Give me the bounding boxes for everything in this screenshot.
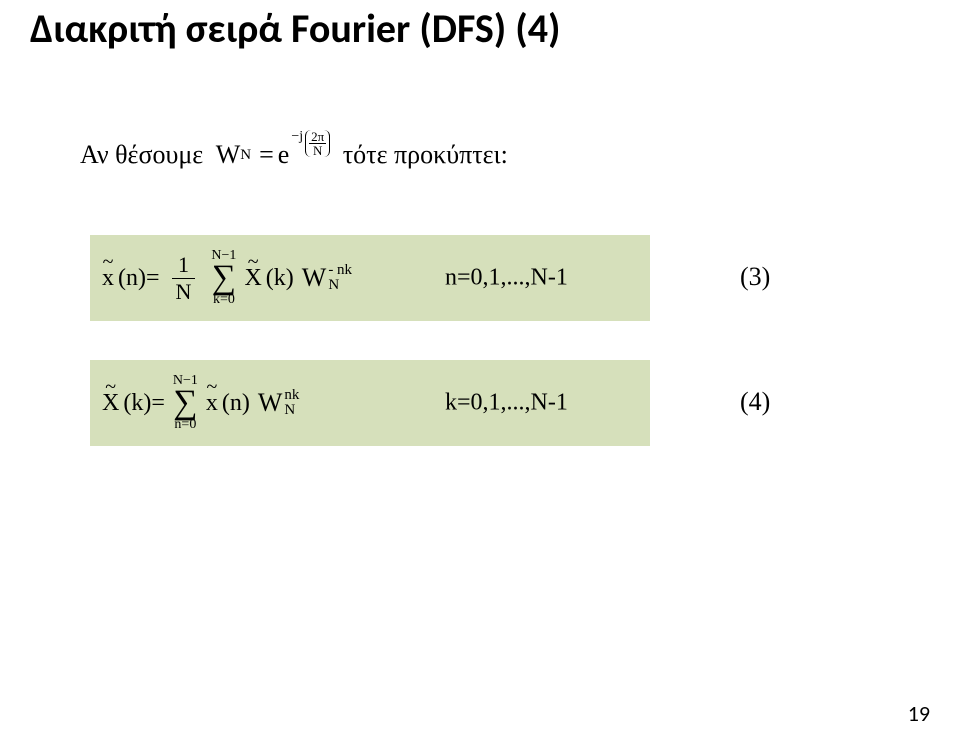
- eq4-w-letter: W: [258, 388, 283, 418]
- eq3-lhs-var: x: [102, 265, 114, 292]
- eq4-range: k=0,1,...,N-1: [445, 390, 568, 417]
- intro-line: Αν θέσουμε W N = e −j 2π N τότε προκύπτε…: [80, 140, 508, 170]
- eq3-range: n=0,1,...,N-1: [445, 265, 568, 292]
- exponent: −j 2π N: [291, 130, 330, 157]
- eq3-w-sup: - nk: [328, 263, 352, 278]
- eq4-sum-var: x: [206, 390, 218, 417]
- eq3-wn: W - nk N: [302, 263, 352, 293]
- eq4-sigma: N−1 ∑ n=0: [173, 374, 198, 432]
- equals-sign: =: [259, 140, 274, 170]
- eq4-wn: W nk N: [258, 388, 300, 418]
- eq3-sigma-sub: k=0: [213, 293, 235, 307]
- eq3-frac-num: 1: [172, 254, 195, 279]
- wn-definition: W N = e −j 2π N: [216, 140, 330, 170]
- exp-frac-top: 2π: [309, 130, 326, 144]
- slide: Διακριτή σειρά Fourier (DFS) (4) Αν θέσο…: [0, 0, 960, 735]
- sigma-symbol: ∑: [212, 261, 236, 295]
- equation-3-block: x (n)= 1 N N−1 ∑ k=0 X (k) W - nk N n=0,…: [90, 235, 650, 321]
- eq3-frac-den: N: [170, 279, 198, 303]
- eq4-lhs-arg: (k)=: [123, 390, 165, 417]
- intro-prefix: Αν θέσουμε: [80, 140, 210, 169]
- e-letter: e: [278, 140, 290, 170]
- eq3-fraction: 1 N: [170, 254, 198, 303]
- eq4-w-sub: N: [284, 403, 299, 418]
- equation-3-formula: x (n)= 1 N N−1 ∑ k=0 X (k) W - nk N: [102, 249, 356, 307]
- eq4-number: (4): [740, 387, 770, 417]
- eq3-sum-arg: (k): [266, 265, 294, 292]
- exp-fraction: 2π N: [305, 130, 330, 157]
- eq4-w-sup: nk: [284, 388, 299, 403]
- eq3-sum-var: X: [244, 265, 261, 292]
- eq4-lhs-var: X: [102, 390, 119, 417]
- sigma-symbol: ∑: [173, 386, 197, 420]
- equation-4-formula: X (k)= N−1 ∑ n=0 x (n) W nk N: [102, 374, 303, 432]
- eq3-lhs-arg: (n)=: [118, 265, 160, 292]
- slide-title: Διακριτή σειρά Fourier (DFS) (4): [30, 4, 560, 53]
- exp-neg-j: −j: [291, 130, 303, 144]
- intro-suffix: τότε προκύπτει:: [343, 140, 508, 169]
- w-subscript: N: [240, 147, 251, 164]
- eq4-sum-arg: (n): [222, 390, 250, 417]
- w-letter: W: [216, 140, 241, 170]
- exp-frac-bot: N: [311, 144, 324, 157]
- eq3-number: (3): [740, 262, 770, 292]
- eq3-w-letter: W: [302, 263, 327, 293]
- eq3-sigma: N−1 ∑ k=0: [211, 249, 236, 307]
- eq4-sigma-sub: n=0: [174, 418, 196, 432]
- equation-4-block: X (k)= N−1 ∑ n=0 x (n) W nk N k=0,1,...,…: [90, 360, 650, 446]
- eq3-w-sub: N: [328, 278, 352, 293]
- page-number: 19: [908, 700, 930, 727]
